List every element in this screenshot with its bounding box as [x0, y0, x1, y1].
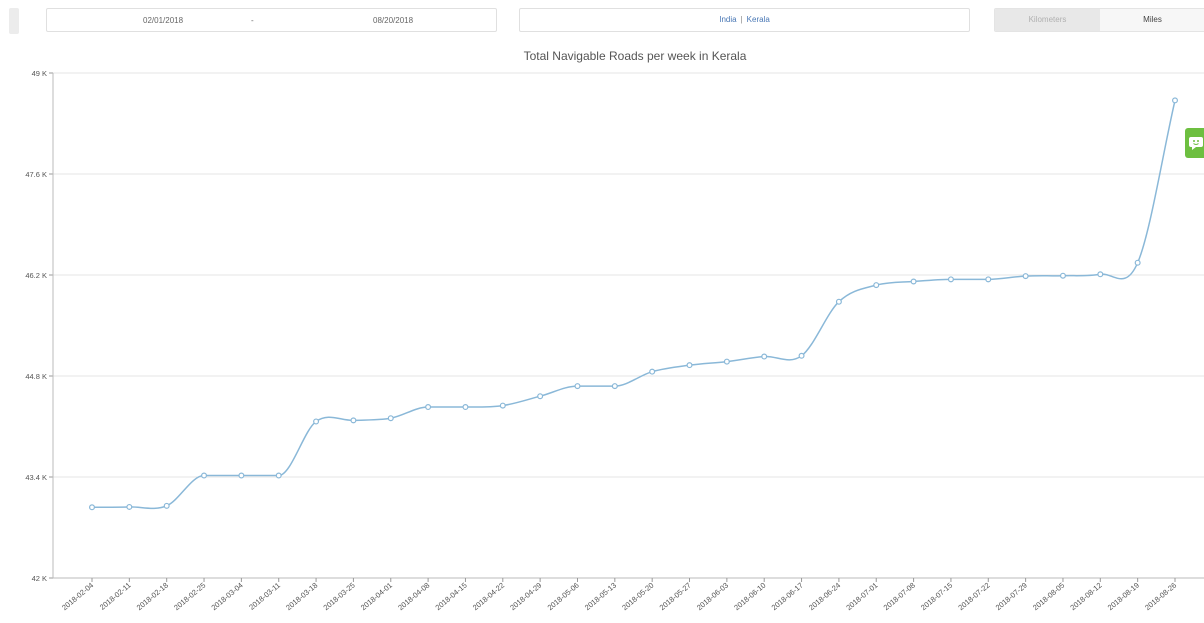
data-point [313, 418, 320, 425]
x-tick-label: 2018-05-27 [658, 581, 693, 613]
data-point [499, 402, 506, 409]
data-point [88, 504, 95, 511]
x-tick-label: 2018-07-08 [882, 581, 917, 613]
region-link[interactable]: Kerala [746, 15, 770, 24]
x-tick-label: 2018-05-06 [546, 581, 581, 613]
data-point [1097, 271, 1104, 278]
data-point [425, 404, 432, 411]
y-tick-label: 46.2 K [25, 271, 47, 280]
roads-line-chart: Total Navigable Roads per week in Kerala… [25, 49, 1204, 613]
x-tick-label: 2018-07-22 [956, 581, 991, 613]
x-tick-label: 2018-02-11 [98, 581, 133, 612]
x-tick-label: 2018-02-25 [172, 581, 207, 613]
data-point [947, 276, 954, 283]
data-point [686, 362, 693, 369]
x-tick-label: 2018-07-29 [994, 581, 1029, 613]
x-tick-label: 2018-03-04 [209, 581, 244, 613]
x-tick-label: 2018-08-05 [1031, 581, 1066, 613]
data-point [910, 278, 917, 285]
x-tick-label: 2018-08-26 [1143, 581, 1178, 613]
data-point [238, 472, 245, 479]
x-tick-label: 2018-04-29 [508, 581, 543, 613]
data-point [574, 383, 581, 390]
data-point [798, 352, 805, 359]
chat-widget[interactable] [1185, 128, 1204, 158]
data-point [163, 502, 170, 509]
data-point [873, 282, 880, 289]
x-tick-label: 2018-07-15 [919, 581, 954, 613]
data-point [350, 417, 357, 424]
data-point [1059, 272, 1066, 279]
data-point [985, 276, 992, 283]
y-tick-label: 43.4 K [25, 473, 47, 482]
y-tick-label: 47.6 K [25, 170, 47, 179]
x-tick-label: 2018-06-03 [695, 581, 730, 613]
x-tick-label: 2018-06-10 [732, 581, 767, 613]
data-point [761, 353, 768, 360]
location-selector[interactable]: India | Kerala [519, 8, 970, 32]
kilometers-button[interactable]: Kilometers [995, 9, 1100, 31]
x-tick-label: 2018-03-25 [322, 581, 357, 613]
data-point [126, 503, 133, 510]
series-line [91, 100, 1176, 510]
x-tick-label: 2018-04-15 [434, 581, 469, 613]
side-panel-tab[interactable] [9, 8, 19, 34]
x-tick-label: 2018-04-22 [471, 581, 506, 613]
data-point [1171, 97, 1178, 104]
unit-toggle[interactable]: Kilometers Miles [994, 8, 1204, 32]
data-point [1022, 273, 1029, 280]
chart-title: Total Navigable Roads per week in Kerala [524, 49, 747, 63]
miles-button[interactable]: Miles [1100, 9, 1204, 31]
country-link[interactable]: India [719, 15, 737, 24]
data-point [462, 404, 469, 411]
end-date[interactable]: 08/20/2018 [373, 16, 414, 25]
x-tick-label: 2018-04-01 [359, 581, 394, 613]
x-tick-label: 2018-06-17 [770, 581, 805, 613]
y-tick-label: 49 K [32, 69, 47, 78]
x-tick-label: 2018-07-01 [844, 581, 879, 613]
date-range-picker[interactable]: 02/01/2018 - 08/20/2018 [46, 8, 497, 32]
x-tick-label: 2018-08-12 [1068, 581, 1103, 613]
data-point [835, 298, 842, 305]
location-separator: | [740, 15, 743, 24]
x-tick-label: 2018-02-04 [60, 581, 95, 613]
chat-bubble-icon [1189, 137, 1203, 150]
data-point [201, 472, 208, 479]
data-point [387, 415, 394, 422]
y-tick-label: 44.8 K [25, 372, 47, 381]
start-date[interactable]: 02/01/2018 [143, 16, 184, 25]
x-tick-label: 2018-05-20 [620, 581, 655, 613]
x-tick-label: 2018-02-18 [135, 581, 170, 613]
data-point [1134, 259, 1141, 266]
x-tick-label: 2018-04-08 [396, 581, 431, 613]
y-tick-label: 42 K [32, 574, 47, 583]
x-tick-label: 2018-06-24 [807, 581, 842, 613]
data-point [649, 368, 656, 375]
x-tick-label: 2018-08-19 [1106, 581, 1141, 613]
date-separator: - [251, 16, 254, 25]
data-point [611, 383, 618, 390]
x-tick-label: 2018-03-18 [284, 581, 319, 613]
data-point [723, 358, 730, 365]
x-tick-label: 2018-03-11 [247, 581, 282, 612]
x-tick-label: 2018-05-13 [583, 581, 618, 613]
data-point [537, 393, 544, 400]
data-point [275, 472, 282, 479]
